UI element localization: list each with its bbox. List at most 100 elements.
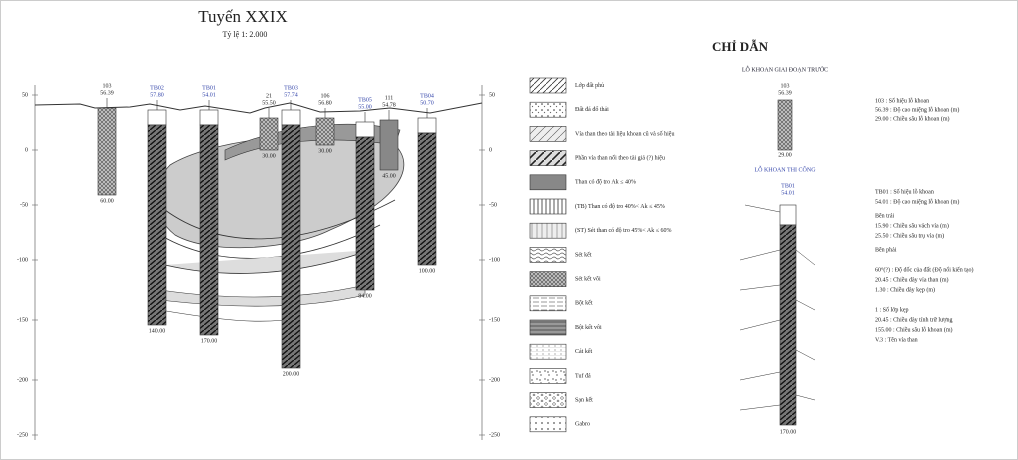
legend-swatch [530,368,566,383]
borehole-id: TB01 [202,85,216,91]
section-title: Tuyến XXIX [198,7,288,26]
borehole [200,125,218,335]
sample-id: TB01 [781,183,795,189]
borehole-id: 106 [321,93,330,99]
axis-label: -100 [17,257,28,263]
borehole-id: TB02 [150,85,164,91]
legend-label: (TB) Than có độ tro 40%< Ak ≤ 45% [575,203,665,210]
borehole-elevation: 54.01 [202,92,216,98]
borehole-id: 103 [103,83,112,89]
key-item: 54.01 : Độ cao miệng lỗ khoan (m) [875,198,959,205]
legend-label: Sét kết [575,251,592,258]
borehole-elevation: 54.78 [382,102,396,108]
borehole-depth: 30.00 [318,148,332,154]
borehole-elevation: 50.70 [420,100,434,106]
borehole-elevation: 57.80 [150,92,164,98]
key-item: TB01 : Số hiệu lỗ khoan [875,188,934,195]
axis-label: -100 [489,257,500,263]
key-item: 15.90 : Chiều sâu vách vỉa (m) [875,222,949,229]
sample-elevation: 56.39 [778,90,792,96]
axis-label: -150 [17,317,28,323]
legend-label: (ST) Sét than có độ tro 45%< Ak ≤ 60% [575,227,672,234]
legend-label: Than có độ tro Ak ≤ 40% [575,180,636,186]
borehole-depth: 84.00 [358,293,372,299]
axis-label: -200 [17,377,28,383]
legend-label: Vỉa than theo tài liệu khoan cũ và số hi… [575,130,674,137]
legend-swatch [530,272,566,287]
sample-depth: 170.00 [780,429,797,435]
axis-label: -250 [489,432,500,438]
borehole-top [356,122,374,137]
legend-swatch [530,78,566,93]
key-item: 1 : Số lớp kẹp [875,306,909,313]
borehole-elevation: 56.80 [318,100,332,106]
borehole-top [418,118,436,133]
axis-label: 50 [489,92,495,98]
axis-label: 50 [22,92,28,98]
borehole-depth: 45.00 [382,173,396,179]
borehole-elevation: 55.50 [262,100,276,106]
legend-title: CHỈ DẪN [712,39,769,54]
borehole [148,125,166,325]
key-item: 1.30 : Chiều dày kẹp (m) [875,286,935,293]
sample-borehole [778,100,792,150]
axis-label: 0 [489,147,492,153]
legend-label: Tuf đá [575,372,591,379]
borehole-top [282,110,300,125]
sample-borehole [780,225,796,425]
borehole-depth: 200.00 [283,371,300,377]
legend-swatch [530,417,566,432]
legend-label: Gabro [575,422,590,428]
borehole-depth: 100.00 [419,268,436,274]
axis-label: -50 [489,202,497,208]
borehole-depth: 30.00 [262,153,276,159]
borehole-id: TB03 [284,85,298,91]
axis-label: -150 [489,317,500,323]
axis-label: -50 [20,202,28,208]
key-item: 60°(?) : Độ dốc của đất (Độ nổi kiến tạo… [875,266,974,273]
legend-swatch [530,296,566,311]
legend-swatch [530,344,566,359]
borehole-top [200,110,218,125]
key-item: 25.50 : Chiều sâu trụ vỉa (m) [875,232,944,239]
key-item: Bên trái [875,213,894,219]
borehole-id: TB04 [420,93,434,99]
borehole-id: 21 [266,93,272,99]
legend-label: Phần vỉa than nối theo tài giả (?) hiệu [575,154,665,161]
key-item: 56.39 : Độ cao miệng lỗ khoan (m) [875,106,959,113]
borehole-id: 111 [385,95,394,101]
borehole-elevation: 56.39 [100,90,114,96]
section-scale: Tỷ lệ 1: 2.000 [223,30,268,39]
key-item: 20.45 : Chiều dày vỉa than (m) [875,276,949,283]
legend-label: Cát kết [575,348,592,355]
legend-swatch [530,247,566,262]
key-item: 103 : Số hiệu lỗ khoan [875,97,929,104]
borehole-elevation: 57.74 [284,92,298,98]
legend-label: Sét kết vôi [575,275,601,282]
legend-swatch [530,199,566,214]
legend-swatch [530,320,566,335]
legend-swatch [530,126,566,141]
legend-label: Đất đá đổ thải [575,106,609,113]
legend-swatch [530,175,566,190]
key-heading: LỖ KHOAN THI CÔNG [754,165,816,173]
borehole-depth: 140.00 [149,328,166,334]
legend-label: Bột kết [575,300,593,307]
key-item: 29.00 : Chiều sâu lỗ khoan (m) [875,115,950,122]
borehole [316,118,334,145]
sample-depth: 29.00 [778,152,792,158]
key-item: 155.00 : Chiều sâu lỗ khoan (m) [875,326,953,333]
borehole [356,137,374,290]
key-heading: LỖ KHOAN GIAI ĐOẠN TRƯỚC [742,65,828,73]
legend-swatch [530,223,566,238]
legend-swatch [530,393,566,408]
page: Tuyến XXIX Tỷ lệ 1: 2.000 50 0 -50 -100 -150… [0,0,1018,460]
borehole-elevation: 55.00 [358,104,372,110]
legend-swatch [530,102,566,117]
borehole-top [148,110,166,125]
sample-elevation: 54.01 [781,190,795,196]
borehole [418,133,436,265]
borehole [260,118,278,150]
key-item: 20.45 : Chiều dày tính trữ lượng [875,316,953,323]
legend-label: Bột kết vôi [575,324,602,331]
